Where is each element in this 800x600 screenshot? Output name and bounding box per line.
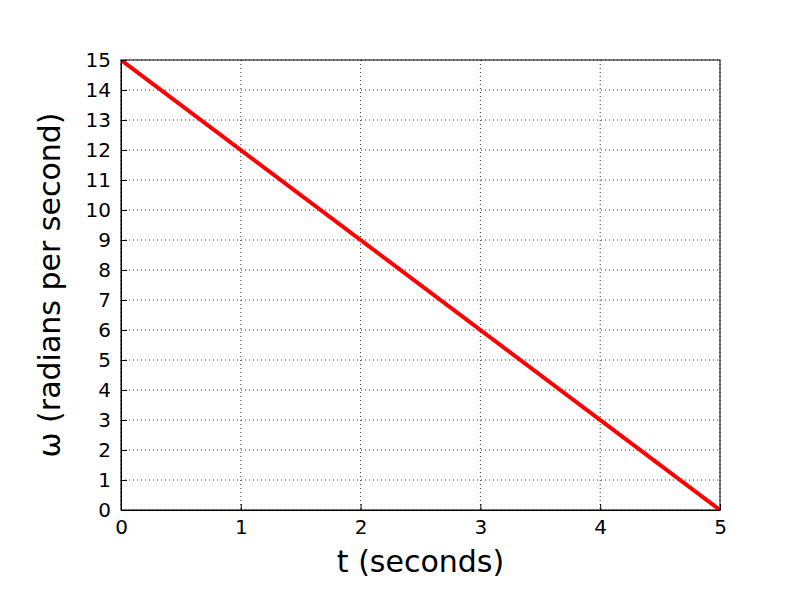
y-grid-line [121, 480, 720, 481]
x-tick: 5 [714, 504, 727, 539]
y-grid-line [121, 180, 720, 181]
x-tick-label: 3 [475, 515, 488, 539]
y-tick: 5 [98, 348, 127, 372]
y-tick-mark [121, 210, 127, 211]
x-tick-mark [720, 504, 721, 510]
x-axis-title: t (seconds) [337, 544, 504, 579]
y-tick-mark [121, 240, 127, 241]
y-grid-line [121, 450, 720, 451]
y-tick: 15 [86, 48, 127, 72]
data-line [121, 60, 720, 510]
y-grid-line [121, 210, 720, 211]
plot-frame [121, 60, 720, 510]
grid [121, 60, 720, 510]
y-tick-label: 15 [86, 48, 111, 72]
y-tick-mark [121, 510, 127, 511]
background [0, 0, 800, 600]
y-tick-label: 4 [98, 378, 111, 402]
y-tick: 11 [86, 168, 127, 192]
y-tick-label: 0 [98, 498, 111, 522]
y-tick-label: 10 [86, 198, 111, 222]
y-tick-mark [121, 360, 127, 361]
y-grid-line [121, 360, 720, 361]
y-tick-label: 9 [98, 228, 111, 252]
x-tick-mark [241, 504, 242, 510]
x-tick-label: 4 [594, 515, 607, 539]
x-tick-mark [600, 504, 601, 510]
x-grid-line [360, 60, 361, 510]
y-tick-label: 1 [98, 468, 111, 492]
x-tick: 2 [355, 504, 368, 539]
x-tick-mark [480, 504, 481, 510]
y-tick-label: 2 [98, 438, 111, 462]
x-tick-label: 5 [714, 515, 727, 539]
y-grid-line [121, 390, 720, 391]
y-tick: 1 [98, 468, 127, 492]
y-grid-line [121, 330, 720, 331]
y-tick: 6 [98, 318, 127, 342]
y-tick-mark [121, 390, 127, 391]
y-tick: 2 [98, 438, 127, 462]
y-tick: 9 [98, 228, 127, 252]
y-tick-mark [121, 120, 127, 121]
y-tick: 12 [86, 138, 127, 162]
x-tick-mark [361, 504, 362, 510]
y-tick: 7 [98, 288, 127, 312]
x-axis-line [122, 510, 721, 511]
plot-area: 0123450123456789101112131415 [86, 48, 727, 539]
y-axis: 0123456789101112131415 [86, 48, 127, 522]
y-tick-label: 8 [98, 258, 111, 282]
x-grid-line [240, 60, 241, 510]
y-tick-label: 13 [86, 108, 111, 132]
y-tick-mark [121, 330, 127, 331]
x-tick: 4 [594, 504, 607, 539]
x-grid-line [480, 60, 481, 510]
y-tick: 8 [98, 258, 127, 282]
y-tick-label: 14 [86, 78, 111, 102]
y-tick-mark [121, 450, 127, 451]
y-tick-label: 12 [86, 138, 111, 162]
y-tick: 10 [86, 198, 127, 222]
y-tick-label: 11 [86, 168, 111, 192]
y-tick: 0 [98, 498, 127, 522]
y-tick-mark [121, 480, 127, 481]
y-axis-title: ω (radians per second) [32, 112, 67, 457]
y-tick-label: 6 [98, 318, 111, 342]
y-grid-line [121, 300, 720, 301]
x-tick: 1 [235, 504, 248, 539]
y-tick-label: 5 [98, 348, 111, 372]
y-tick-mark [121, 420, 127, 421]
y-tick-mark [121, 300, 127, 301]
y-axis-line [121, 61, 122, 511]
data-layer [121, 60, 720, 510]
x-tick-label: 1 [235, 515, 248, 539]
y-grid-line [121, 240, 720, 241]
y-tick-mark [121, 90, 127, 91]
x-axis: 0 1 2 3 4 5 [115, 504, 727, 539]
y-tick-label: 7 [98, 288, 111, 312]
y-grid-line [121, 420, 720, 421]
x-tick: 3 [475, 504, 488, 539]
y-grid-line [121, 120, 720, 121]
y-grid-line [121, 150, 720, 151]
y-tick-mark [121, 270, 127, 271]
x-tick-label: 2 [355, 515, 368, 539]
y-tick-mark [121, 180, 127, 181]
y-tick: 4 [98, 378, 127, 402]
x-tick-label: 0 [115, 515, 128, 539]
y-tick-mark [121, 150, 127, 151]
y-grid-line [121, 270, 720, 271]
chart: 0123450123456789101112131415t (seconds)ω… [0, 0, 800, 600]
x-grid-line [600, 60, 601, 510]
y-tick: 3 [98, 408, 127, 432]
y-tick: 13 [86, 108, 127, 132]
y-tick-label: 3 [98, 408, 111, 432]
y-grid-line [121, 90, 720, 91]
y-tick-mark [121, 60, 127, 61]
y-tick: 14 [86, 78, 127, 102]
